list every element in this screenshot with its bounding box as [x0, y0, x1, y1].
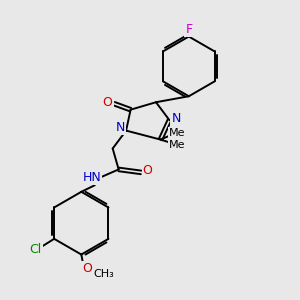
Text: HN: HN [82, 171, 101, 184]
Text: O: O [103, 96, 112, 109]
Text: O: O [82, 262, 92, 275]
Text: Me: Me [169, 140, 185, 150]
Text: N: N [171, 112, 181, 125]
Text: F: F [185, 22, 192, 36]
Text: O: O [143, 164, 152, 177]
Text: N: N [116, 121, 125, 134]
Text: CH₃: CH₃ [93, 269, 114, 279]
Text: Me: Me [169, 128, 185, 138]
Text: Cl: Cl [29, 243, 42, 256]
